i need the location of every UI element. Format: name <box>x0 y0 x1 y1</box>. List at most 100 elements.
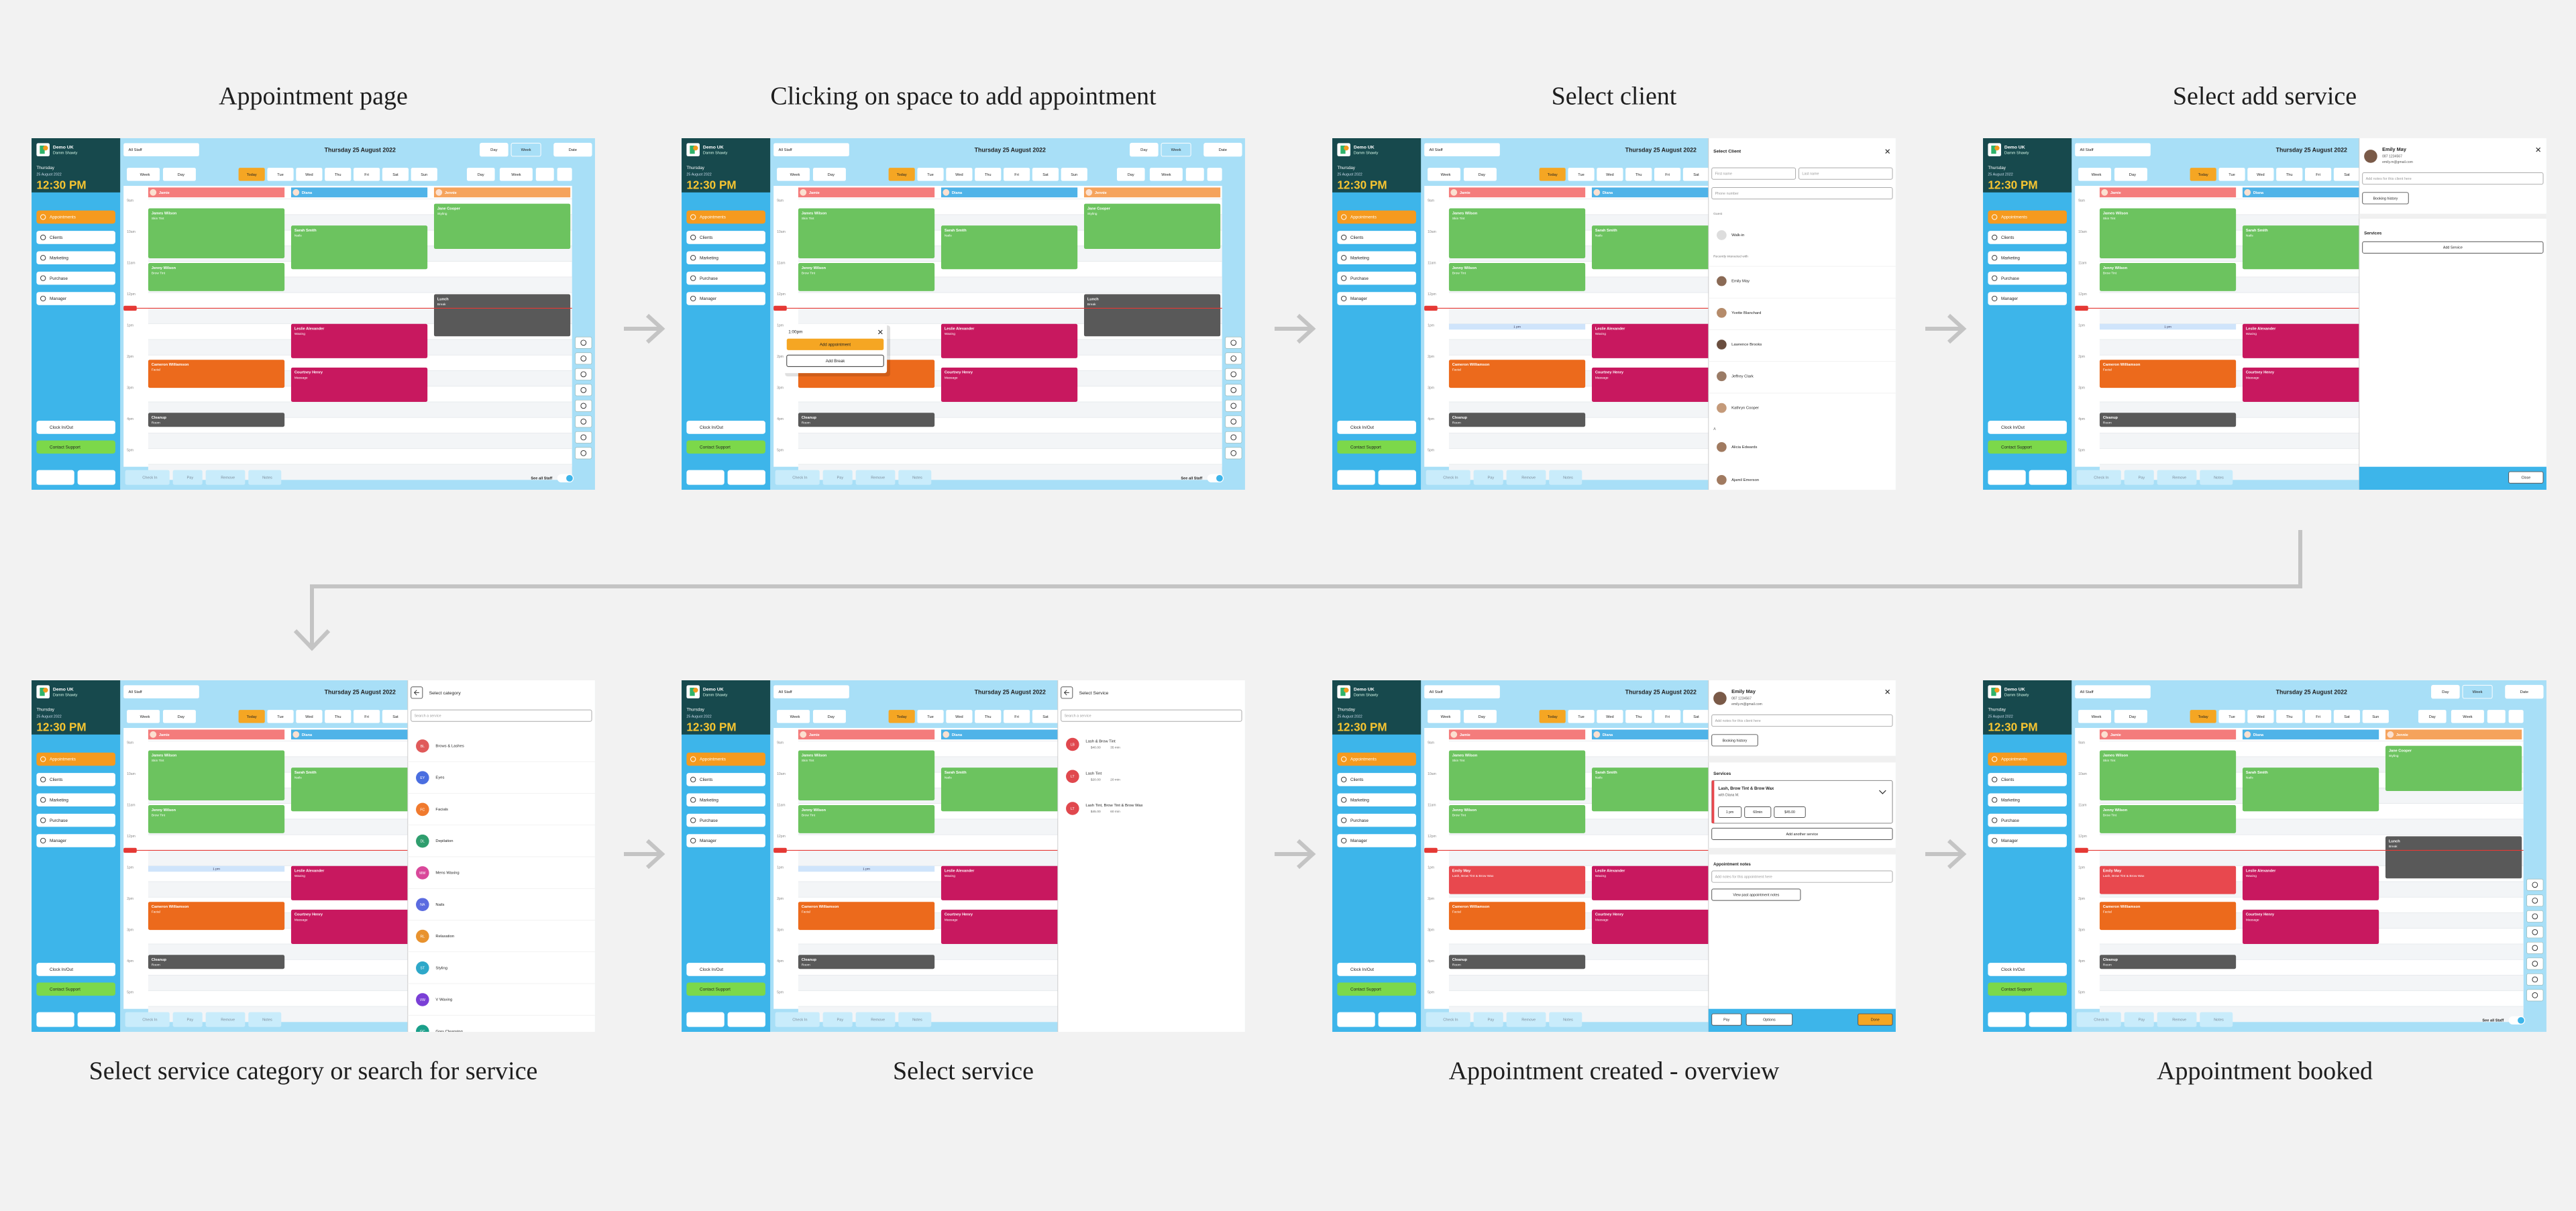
support-label: Contact Support <box>1350 445 1381 450</box>
client-name: Alicia Edwards <box>1731 445 1757 450</box>
options-button-label: Options <box>1763 1018 1776 1022</box>
logo-mark <box>690 146 695 154</box>
appointment-service: Styling <box>2389 754 2399 758</box>
action-button-label: Remove <box>221 476 235 480</box>
hour-label: 3pm <box>2078 386 2085 390</box>
range-button-label: Week <box>2463 715 2472 719</box>
arrow-head <box>645 313 665 344</box>
client-name: Emily May <box>1731 688 1756 694</box>
menu-icon <box>1341 234 1347 241</box>
staff-name: Jamie <box>809 733 820 737</box>
staff-name: Jamie <box>2110 191 2121 195</box>
section-label: Recently interacted with <box>1713 255 1748 259</box>
hour-label: 12pm <box>777 835 786 839</box>
hour-label: 12pm <box>127 293 136 297</box>
day-button-label: Sat <box>1042 715 1049 719</box>
appointment-service: Lash, Brow Tint & Brow Wax <box>1452 874 1494 878</box>
appointment <box>148 360 285 388</box>
sidebar-icon-button <box>1337 1012 1375 1027</box>
staff-avatar <box>1593 189 1601 196</box>
done-button <box>1858 1013 1893 1026</box>
menu-item: Marketing <box>2001 256 2020 260</box>
appointment <box>2099 208 2237 258</box>
hour-label: 10am <box>777 772 786 776</box>
range-button <box>2451 710 2484 723</box>
day-button <box>1625 168 1652 181</box>
menu-button <box>1988 271 2067 285</box>
appointment-name: Leslie Alexander <box>1595 327 1625 331</box>
appointment-name: Leslie Alexander <box>1595 870 1625 874</box>
tool-icon <box>2532 897 2538 904</box>
appointment-name: James Wilson <box>2103 211 2129 215</box>
day-button <box>1003 710 1030 723</box>
appointment-service: Skin Tint <box>802 217 814 221</box>
appointment <box>2242 909 2379 944</box>
menu-button <box>1337 271 1416 285</box>
appointment <box>2242 367 2379 402</box>
action-button <box>1506 470 1546 485</box>
menu-icon <box>1992 295 1998 302</box>
sidebar-icon-button <box>1378 470 1416 485</box>
appointment-service: Massage <box>1595 376 1609 380</box>
appointment-name: Cleanup <box>802 416 817 420</box>
menu-icon <box>40 817 46 823</box>
screenshot: Demo UK Damm Shawty Thursday 25 August 2022… <box>1332 680 1896 1032</box>
range-button-label: Day <box>2429 715 2436 719</box>
range-button-label: Day <box>478 173 484 177</box>
appointment <box>1591 367 1729 402</box>
tool-button <box>1225 415 1242 428</box>
hour-label: 5pm <box>2078 449 2085 453</box>
action-button-label: Check In <box>1443 476 1458 480</box>
tool-icon <box>580 434 587 441</box>
hour-label: 5pm <box>1428 991 1434 995</box>
staff-header <box>433 187 571 198</box>
section-title: Services <box>1713 772 1731 776</box>
clock-time: 12:30 PM <box>1337 178 1387 192</box>
appointment-service: Room <box>1452 963 1461 967</box>
hour-label: 9am <box>1428 199 1434 203</box>
sidebar-icon-button <box>1988 1012 2026 1027</box>
appointment-name: Lunch <box>437 297 449 301</box>
tool-button <box>2526 989 2544 1002</box>
appointment-service: Room <box>1452 421 1461 425</box>
staff-avatar <box>1085 189 1093 196</box>
day-button <box>1061 168 1087 181</box>
menu-button <box>1337 231 1416 244</box>
nav-button-label: Week <box>790 715 800 719</box>
client-avatar <box>2364 150 2377 163</box>
day-button <box>2247 168 2274 181</box>
appointment <box>941 323 1078 358</box>
logo-dot <box>693 146 698 151</box>
menu-button <box>1337 292 1416 305</box>
hour-label: 2pm <box>1428 355 1434 359</box>
arrow-head <box>645 839 665 870</box>
hour-label: 2pm <box>1428 897 1434 901</box>
category-name: Nails <box>435 903 444 907</box>
menu-button <box>1337 251 1416 265</box>
clock-time: 12:30 PM <box>1988 178 2037 192</box>
range-button-label: Week <box>511 173 521 177</box>
appointment-service: Room <box>152 421 160 425</box>
day-button-label: Thu <box>985 715 991 719</box>
service-name: Lash, Brow Tint & Brow Wax <box>1718 786 1774 791</box>
section-label: A <box>1713 427 1716 431</box>
staff-filter-label: All Staff <box>129 148 142 152</box>
service-code: LB <box>1071 743 1075 747</box>
category-badge <box>416 961 429 975</box>
screen-caption: Appointment page <box>219 83 408 111</box>
input-placeholder: Phone number <box>1715 192 1739 196</box>
action-button-label: Notes <box>262 1018 272 1022</box>
clock-button <box>1337 421 1416 434</box>
tool-button <box>575 352 592 365</box>
calendar-title: Thursday 25 August 2022 <box>2276 689 2347 696</box>
appointment-name: Sarah Smith <box>294 771 317 775</box>
appointment <box>290 768 428 812</box>
staff-header <box>2242 187 2379 198</box>
day-button-label: Tue <box>2229 173 2235 177</box>
client-avatar <box>1717 474 1727 485</box>
support-label: Contact Support <box>2001 445 2032 450</box>
weekday: Thursday <box>1988 708 2006 713</box>
nav-button-label: Week <box>790 173 800 177</box>
day-button-label: Wed <box>305 715 313 719</box>
hour-label: 3pm <box>2078 929 2085 933</box>
